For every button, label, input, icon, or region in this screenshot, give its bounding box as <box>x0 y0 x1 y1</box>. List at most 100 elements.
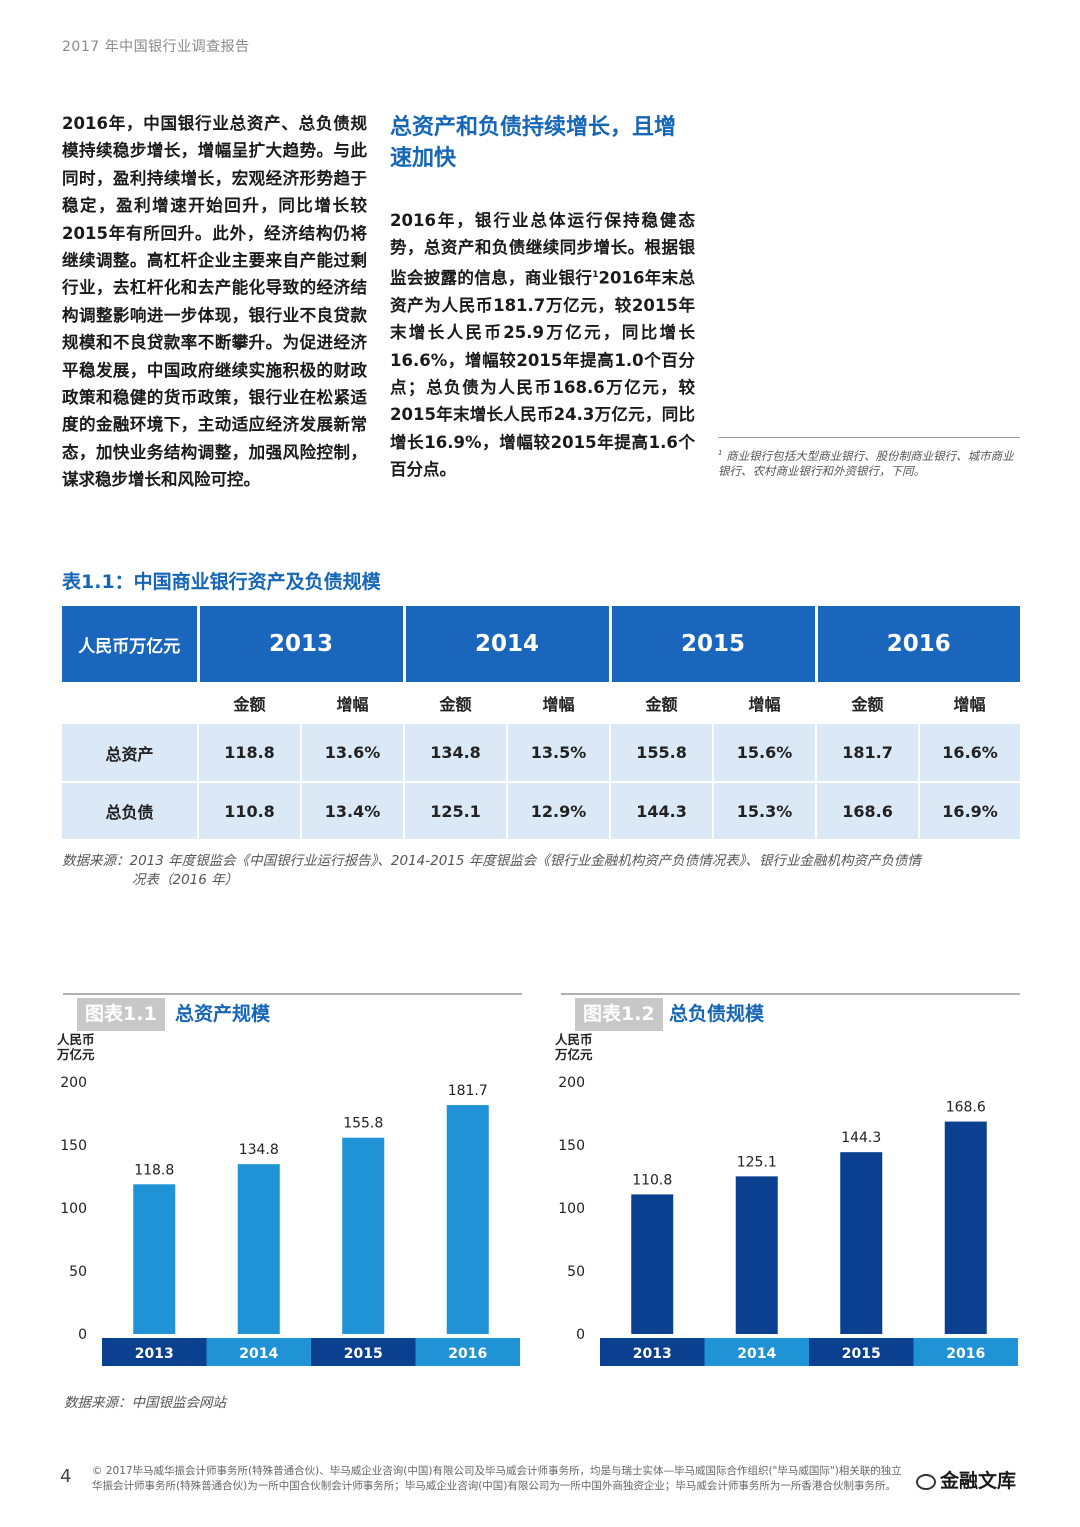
table-row: 总负债 110.8 13.4% 125.1 12.9% 144.3 15.3% … <box>62 782 1021 841</box>
watermark: 金融文库 <box>912 1466 1021 1493</box>
x-tick-label: 2014 <box>239 1346 278 1362</box>
y-tick-label: 200 <box>60 1075 87 1091</box>
bar <box>133 1184 176 1334</box>
unit-header: 人民币万亿元 <box>62 606 200 682</box>
year-header: 2014 <box>404 606 612 682</box>
wechat-icon <box>916 1473 936 1490</box>
section-title: 总资产和负债持续增长，且增速加快 <box>390 115 677 171</box>
chart-title: 总负债规模 <box>669 1003 765 1025</box>
data-label: 155.8 <box>343 1116 383 1132</box>
chart-badge: 图表1.2 <box>575 998 663 1031</box>
chart-source: 数据来源：中国银监会网站 <box>64 1395 226 1411</box>
bar <box>446 1105 489 1334</box>
copyright-line1: © 2017毕马威华振会计师事务所(特殊普通合伙)、毕马威企业咨询(中国)有限公… <box>92 1465 902 1477</box>
footnote-ref: 1 <box>592 269 599 280</box>
y-tick-label: 0 <box>78 1327 87 1343</box>
data-label: 118.8 <box>134 1162 174 1178</box>
copyright-line2: 华振会计师事务所(特殊普通合伙)为一所中国合伙制会计师事务所；毕马威企业咨询(中… <box>92 1480 896 1492</box>
copyright-notice: © 2017毕马威华振会计师事务所(特殊普通合伙)、毕马威企业咨询(中国)有限公… <box>92 1464 1032 1494</box>
subheader-blank <box>62 682 198 724</box>
subheader-growth: 增幅 <box>713 682 817 724</box>
running-header: 2017 年中国银行业调查报告 <box>62 39 250 55</box>
bar <box>735 1176 778 1334</box>
x-tick-label: 2013 <box>135 1346 174 1362</box>
y-tick-label: 100 <box>60 1201 87 1217</box>
bar <box>944 1121 987 1334</box>
y-tick-label: 50 <box>567 1264 585 1280</box>
y-tick-label: 50 <box>69 1264 87 1280</box>
subheader-growth: 增幅 <box>919 682 1021 724</box>
x-category-band <box>415 1338 520 1366</box>
watermark-text: 金融文库 <box>940 1470 1017 1492</box>
bar <box>237 1164 280 1334</box>
table-subheader-row: 金额 增幅 金额 增幅 金额 增幅 金额 增幅 <box>62 682 1021 724</box>
chart-svg: 0 50 100 150 200 2013 110.8 2014 125.1 2015 144.3 2… <box>558 1075 1018 1366</box>
chart-ylabel-line1: 人民币 <box>555 1032 593 1047</box>
subheader-amount: 金额 <box>610 682 714 724</box>
table-cell: 134.8 <box>404 724 509 783</box>
year-header: 2015 <box>610 606 818 682</box>
table-source-line2: 况表（2016 年） <box>132 872 239 888</box>
bar <box>342 1137 385 1334</box>
chart-ylabel: 人民币 万亿元 <box>57 1032 95 1062</box>
table-cell: 181.7 <box>816 724 921 783</box>
x-category-band <box>913 1338 1018 1366</box>
x-tick-label: 2013 <box>633 1346 672 1362</box>
data-label: 144.3 <box>841 1130 881 1146</box>
y-tick-label: 0 <box>576 1327 585 1343</box>
table-cell: 13.4% <box>301 782 406 841</box>
subheader-growth: 增幅 <box>301 682 405 724</box>
data-label: 168.6 <box>946 1100 986 1116</box>
year-header: 2013 <box>198 606 406 682</box>
chart-svg: 0 50 100 150 200 2013 118.8 2014 134.8 2015 155.8 2… <box>60 1075 520 1366</box>
row-label: 总负债 <box>62 782 199 841</box>
table-source: 数据来源：2013 年度银监会《中国银行业运行报告》、2014-2015 年度银… <box>62 852 1022 890</box>
x-category-band <box>102 1338 207 1366</box>
table-cell: 13.6% <box>301 724 406 783</box>
table-cell: 12.9% <box>507 782 612 841</box>
chart-ylabel: 人民币 万亿元 <box>555 1032 593 1062</box>
year-header: 2016 <box>816 606 1021 682</box>
table-row: 总资产 118.8 13.6% 134.8 13.5% 155.8 15.6% … <box>62 724 1021 783</box>
table-cell: 118.8 <box>198 724 302 783</box>
footnote-divider <box>718 437 1020 438</box>
subheader-amount: 金额 <box>404 682 508 724</box>
section-paragraph: 2016年，银行业总体运行保持稳健态势，总资产和负债继续同步增长。根据银监会披露… <box>390 207 695 484</box>
table-cell: 144.3 <box>610 782 715 841</box>
table-title: 表1.1：中国商业银行资产及负债规模 <box>62 571 381 593</box>
section-column: 总资产和负债持续增长，且增速加快 2016年，银行业总体运行保持稳健态势，总资产… <box>390 112 695 484</box>
y-tick-label: 200 <box>558 1075 585 1091</box>
chart-total-assets: 图表1.1 总资产规模 人民币 万亿元 0 50 100 150 200 2013 118.8… <box>57 990 522 1370</box>
x-category-band <box>206 1338 311 1366</box>
x-category-band <box>704 1338 809 1366</box>
y-tick-label: 100 <box>558 1201 585 1217</box>
data-label: 181.7 <box>448 1083 488 1099</box>
y-tick-label: 150 <box>60 1138 87 1154</box>
table-header-row: 人民币万亿元 2013 2014 2015 2016 <box>62 606 1021 682</box>
bar <box>631 1194 674 1334</box>
chart-top-rule <box>63 993 522 995</box>
chart-top-rule <box>561 993 1020 995</box>
bar <box>840 1152 883 1334</box>
chart-badge: 图表1.1 <box>77 998 165 1031</box>
table-cell: 168.6 <box>816 782 921 841</box>
data-label: 125.1 <box>737 1154 777 1170</box>
chart-total-liabilities: 图表1.2 总负债规模 人民币 万亿元 0 50 100 150 200 2013 110.8… <box>555 990 1020 1370</box>
table-cell: 13.5% <box>507 724 612 783</box>
intro-paragraph: 2016年，中国银行业总资产、总负债规模持续稳步增长，增幅呈扩大趋势。与此同时，… <box>62 114 367 490</box>
x-category-band <box>311 1338 416 1366</box>
chart-ylabel-line2: 万亿元 <box>555 1047 593 1062</box>
chart-ylabel-line1: 人民币 <box>57 1032 95 1047</box>
table-source-line1: 数据来源：2013 年度银监会《中国银行业运行报告》、2014-2015 年度银… <box>62 853 922 869</box>
table-cell: 16.9% <box>919 782 1021 841</box>
table-cell: 15.3% <box>713 782 818 841</box>
section-paragraph-part1: 2016年，银行业总体运行保持稳健态势，总资产和负债继续同步增长。根据银监会披露… <box>390 211 695 288</box>
section-paragraph-part2: 2016年末总资产为人民币181.7万亿元，较2015年末增长人民币25.9万亿… <box>390 268 695 480</box>
chart-title: 总资产规模 <box>175 1003 271 1025</box>
subheader-growth: 增幅 <box>507 682 611 724</box>
subheader-amount: 金额 <box>198 682 301 724</box>
table-cell: 125.1 <box>404 782 509 841</box>
row-label: 总资产 <box>62 724 199 783</box>
data-label: 110.8 <box>632 1172 672 1188</box>
table-cell: 110.8 <box>198 782 302 841</box>
